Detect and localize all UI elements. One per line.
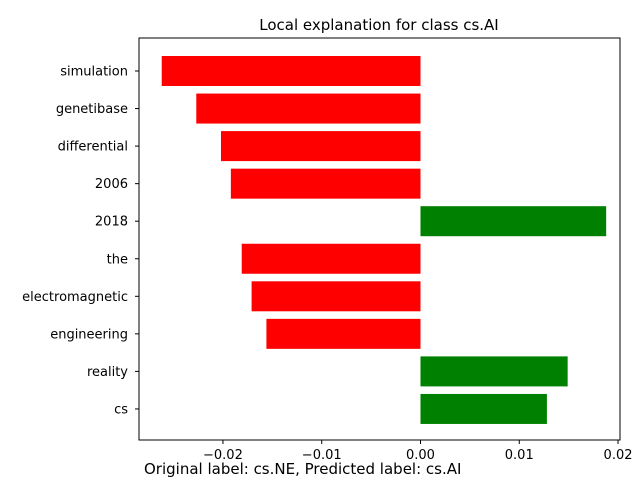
bar-engineering <box>266 318 421 349</box>
y-tick-label: the <box>107 252 128 267</box>
chart-title: Local explanation for class cs.AI <box>259 16 498 34</box>
bar-simulation <box>161 56 421 86</box>
bars <box>161 56 607 424</box>
bar-2006 <box>230 168 421 199</box>
y-tick-label: differential <box>58 140 128 155</box>
bar-differential <box>220 131 421 162</box>
y-tick-label: 2006 <box>95 177 128 192</box>
bar-the <box>241 243 421 274</box>
y-tick-label: 2018 <box>95 215 128 230</box>
caption: Original label: cs.NE, Predicted label: … <box>144 460 462 478</box>
bar-cs <box>420 393 547 424</box>
y-axis: simulation genetibase differential 2006 2018… <box>22 65 139 417</box>
x-tick-label: 0.02 <box>604 448 633 463</box>
y-tick-label: simulation <box>60 65 128 80</box>
y-tick-label: genetibase <box>56 102 128 117</box>
y-tick-label: electromagnetic <box>22 290 128 305</box>
y-tick-label: cs <box>114 402 128 417</box>
bar-electromagnetic <box>251 281 421 312</box>
x-axis: −0.02 −0.01 0.00 0.01 0.02 <box>203 440 633 463</box>
x-tick-label: −0.02 <box>203 448 243 463</box>
y-tick-label: engineering <box>50 327 128 342</box>
bar-genetibase <box>196 93 421 124</box>
x-tick-label: 0.00 <box>406 448 435 463</box>
bar-2018 <box>420 206 607 237</box>
x-tick-label: 0.01 <box>505 448 534 463</box>
x-tick-label: −0.01 <box>302 448 342 463</box>
y-tick-label: reality <box>87 365 128 380</box>
bar-reality <box>420 356 568 387</box>
plot-frame <box>138 37 621 441</box>
